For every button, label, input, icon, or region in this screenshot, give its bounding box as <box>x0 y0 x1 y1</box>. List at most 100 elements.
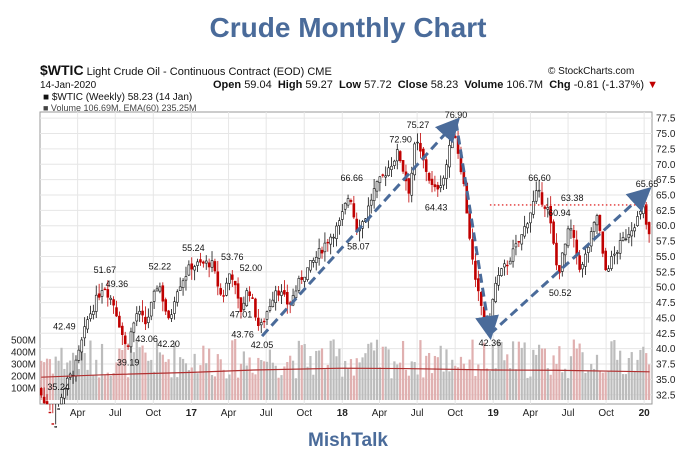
candle-body <box>248 291 251 297</box>
volume-bar <box>283 366 286 400</box>
price-annotation: 50.52 <box>549 288 572 298</box>
volume-bar <box>584 373 587 400</box>
candle-body <box>378 176 382 183</box>
price-annotation: 63.38 <box>561 193 584 203</box>
y-tick-label: 77.5 <box>656 114 676 125</box>
volume-bar <box>422 377 425 400</box>
y-tick-label: 50.0 <box>656 283 676 294</box>
price-annotation: 43.06 <box>135 334 158 344</box>
candle-body <box>242 302 246 310</box>
volume-bar <box>103 375 107 400</box>
candle-body <box>610 256 613 269</box>
x-tick-label: 19 <box>488 408 500 419</box>
candle-body <box>450 138 454 149</box>
volume-bar <box>558 346 561 400</box>
candle-body <box>537 189 541 192</box>
candle-body <box>445 164 448 179</box>
volume-bar <box>315 350 318 400</box>
candle-body <box>65 377 69 390</box>
volume-bar <box>199 365 202 400</box>
candle-body <box>532 201 535 215</box>
candle-body <box>42 396 46 404</box>
volume-bar <box>485 368 489 400</box>
volume-bar <box>260 359 263 400</box>
candle-body <box>204 260 208 264</box>
volume-bar <box>341 376 344 400</box>
volume-bar <box>520 347 523 400</box>
volume-bar <box>161 354 164 400</box>
candle-body <box>45 401 49 405</box>
candle-body <box>546 207 550 210</box>
volume-bar <box>228 374 231 400</box>
price-annotation: 52.00 <box>240 263 263 273</box>
close-value: 58.23 <box>430 79 459 91</box>
volume-bar <box>645 353 648 400</box>
volume-bar <box>393 361 396 400</box>
candle-body <box>236 283 240 299</box>
volume-bar <box>147 360 150 400</box>
quote-date: 14-Jan-2020 <box>40 80 97 91</box>
volume-bar <box>338 348 341 400</box>
volume-bar <box>51 373 54 400</box>
candle-body <box>83 326 86 339</box>
candle-body <box>642 206 645 214</box>
candle-body <box>199 259 202 263</box>
candle-body <box>387 167 390 176</box>
candle-body <box>118 315 121 328</box>
volume-bar <box>77 369 80 400</box>
volume-bar <box>543 348 546 400</box>
volume-bar <box>335 356 338 400</box>
candle-body <box>436 184 440 190</box>
candle-body <box>471 239 474 260</box>
candle-body <box>80 339 84 353</box>
candle-body <box>581 264 584 270</box>
volume-bar <box>181 358 185 400</box>
volume-bar <box>225 378 228 400</box>
y-tick-label: 57.5 <box>656 237 676 248</box>
volume-value: 106.7M <box>506 79 544 91</box>
candle-body <box>592 222 596 232</box>
candle-body <box>343 203 347 210</box>
volume-bar <box>474 376 477 400</box>
volume-bar <box>208 348 211 400</box>
candle-body <box>173 301 176 314</box>
candle-body <box>112 299 115 306</box>
volume-bar <box>624 374 628 400</box>
candle-body <box>60 397 63 405</box>
candle-body <box>314 256 318 263</box>
candle-body <box>393 160 396 166</box>
x-tick-label: Jul <box>109 408 122 419</box>
volume-bar <box>390 378 393 400</box>
candle-body <box>575 239 579 255</box>
trendline-arrow <box>488 186 652 336</box>
candle-body <box>213 261 217 272</box>
candle-body <box>390 165 393 170</box>
volume-bar <box>387 349 390 400</box>
volume-bar <box>462 363 465 400</box>
candle-body <box>77 349 81 361</box>
volume-bar <box>375 339 379 400</box>
candle-body <box>257 317 260 326</box>
y-tick-label: 75.0 <box>656 129 676 140</box>
price-annotation: 35.24 <box>47 382 70 392</box>
volume-bar <box>144 352 147 400</box>
price-annotation: 42.05 <box>251 340 274 350</box>
candle-body <box>517 241 521 243</box>
low-value: 57.72 <box>364 79 392 91</box>
volume-bar <box>329 340 332 400</box>
volume-bar <box>407 375 410 400</box>
volume-bar <box>222 369 225 400</box>
candle-body <box>123 335 127 344</box>
candle-body <box>97 293 101 298</box>
volume-bar <box>263 361 266 400</box>
volume-bar <box>257 357 260 400</box>
volume-bar <box>239 363 243 400</box>
candle-body <box>624 238 628 241</box>
volume-bar <box>448 371 451 400</box>
x-tick-label: 20 <box>639 408 651 419</box>
y-tick-label: 67.5 <box>656 175 676 186</box>
volume-bar <box>245 365 248 400</box>
volume-bar <box>69 360 72 400</box>
volume-bar <box>210 374 214 400</box>
candle-body <box>639 211 642 215</box>
